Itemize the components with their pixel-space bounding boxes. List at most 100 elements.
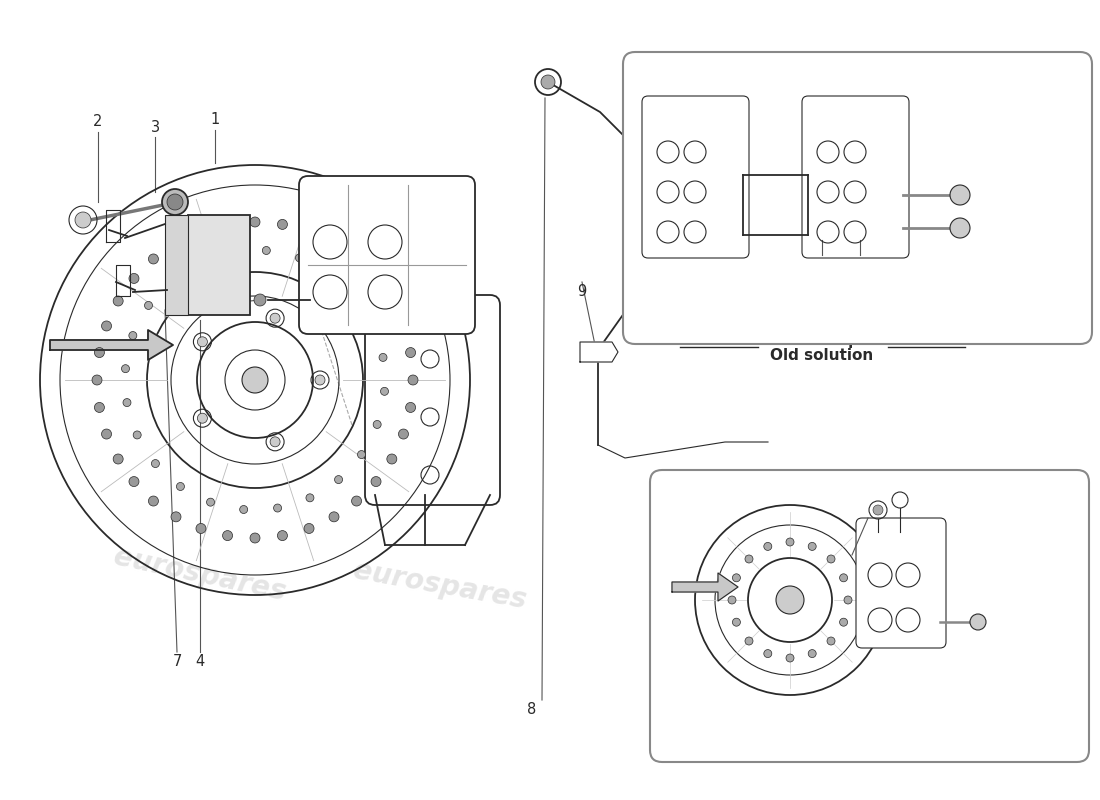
Text: 10: 10 (836, 554, 855, 570)
Text: 2: 2 (94, 114, 102, 130)
Circle shape (196, 523, 206, 534)
Circle shape (970, 614, 986, 630)
Circle shape (844, 596, 852, 604)
Circle shape (222, 530, 232, 541)
Circle shape (351, 293, 359, 301)
Text: 9: 9 (578, 285, 586, 299)
Text: eurospares: eurospares (111, 543, 288, 607)
Circle shape (776, 586, 804, 614)
Circle shape (334, 475, 342, 483)
Circle shape (242, 367, 268, 393)
Circle shape (371, 274, 381, 283)
Circle shape (808, 650, 816, 658)
Circle shape (92, 375, 102, 385)
Circle shape (304, 523, 313, 534)
Circle shape (329, 512, 339, 522)
Circle shape (827, 637, 835, 645)
Circle shape (408, 375, 418, 385)
Text: 6: 6 (817, 254, 826, 270)
FancyBboxPatch shape (856, 518, 946, 648)
Text: 5: 5 (856, 254, 865, 270)
Text: 3: 3 (151, 119, 160, 134)
Circle shape (827, 555, 835, 563)
Circle shape (133, 431, 141, 439)
Polygon shape (580, 342, 618, 362)
Text: eurospares: eurospares (351, 556, 529, 614)
Bar (188, 215, 250, 315)
Circle shape (950, 218, 970, 238)
Polygon shape (50, 330, 173, 360)
Circle shape (373, 421, 382, 429)
Circle shape (113, 296, 123, 306)
Circle shape (873, 505, 883, 515)
Circle shape (101, 321, 111, 331)
Circle shape (358, 450, 365, 458)
Circle shape (167, 277, 175, 285)
Circle shape (733, 574, 740, 582)
Circle shape (808, 542, 816, 550)
FancyBboxPatch shape (623, 52, 1092, 344)
Circle shape (148, 254, 158, 264)
Text: 11: 11 (212, 273, 231, 287)
Circle shape (129, 331, 136, 339)
Circle shape (196, 226, 206, 237)
Circle shape (123, 398, 131, 406)
Circle shape (541, 75, 556, 89)
Text: eurospares: eurospares (620, 185, 780, 235)
Bar (165, 215, 188, 315)
Text: 1: 1 (210, 113, 220, 127)
Circle shape (229, 248, 236, 256)
Circle shape (839, 574, 848, 582)
Circle shape (162, 189, 188, 215)
Circle shape (745, 555, 754, 563)
Text: Soluzione superata: Soluzione superata (739, 333, 904, 347)
Circle shape (296, 254, 304, 262)
Circle shape (368, 321, 377, 329)
Circle shape (176, 482, 185, 490)
FancyBboxPatch shape (802, 96, 909, 258)
Circle shape (250, 217, 260, 227)
Circle shape (352, 496, 362, 506)
Circle shape (277, 530, 287, 541)
Circle shape (271, 313, 281, 323)
Circle shape (197, 337, 208, 346)
Circle shape (379, 354, 387, 362)
Circle shape (95, 347, 104, 358)
Circle shape (197, 414, 208, 423)
Circle shape (387, 454, 397, 464)
Text: eurospares: eurospares (780, 539, 939, 590)
Circle shape (167, 194, 183, 210)
Circle shape (387, 296, 397, 306)
Circle shape (763, 542, 772, 550)
Circle shape (207, 498, 215, 506)
Text: Old solution: Old solution (770, 347, 873, 362)
Circle shape (326, 270, 333, 278)
FancyBboxPatch shape (650, 470, 1089, 762)
Circle shape (113, 454, 123, 464)
Circle shape (144, 302, 153, 310)
Circle shape (75, 212, 91, 228)
Circle shape (315, 375, 324, 385)
FancyBboxPatch shape (365, 295, 501, 505)
Circle shape (271, 437, 281, 447)
Circle shape (274, 504, 282, 512)
Circle shape (277, 219, 287, 230)
Circle shape (129, 477, 139, 486)
Circle shape (728, 596, 736, 604)
Circle shape (745, 637, 754, 645)
Circle shape (733, 618, 740, 626)
Text: 7: 7 (173, 654, 182, 670)
Circle shape (839, 618, 848, 626)
Circle shape (129, 274, 139, 283)
FancyBboxPatch shape (299, 176, 475, 334)
Polygon shape (672, 573, 738, 601)
Circle shape (329, 238, 339, 248)
Circle shape (786, 538, 794, 546)
Circle shape (306, 494, 313, 502)
Circle shape (240, 506, 248, 514)
Circle shape (406, 347, 416, 358)
Circle shape (786, 654, 794, 662)
Circle shape (170, 512, 182, 522)
Circle shape (222, 219, 232, 230)
Circle shape (148, 496, 158, 506)
